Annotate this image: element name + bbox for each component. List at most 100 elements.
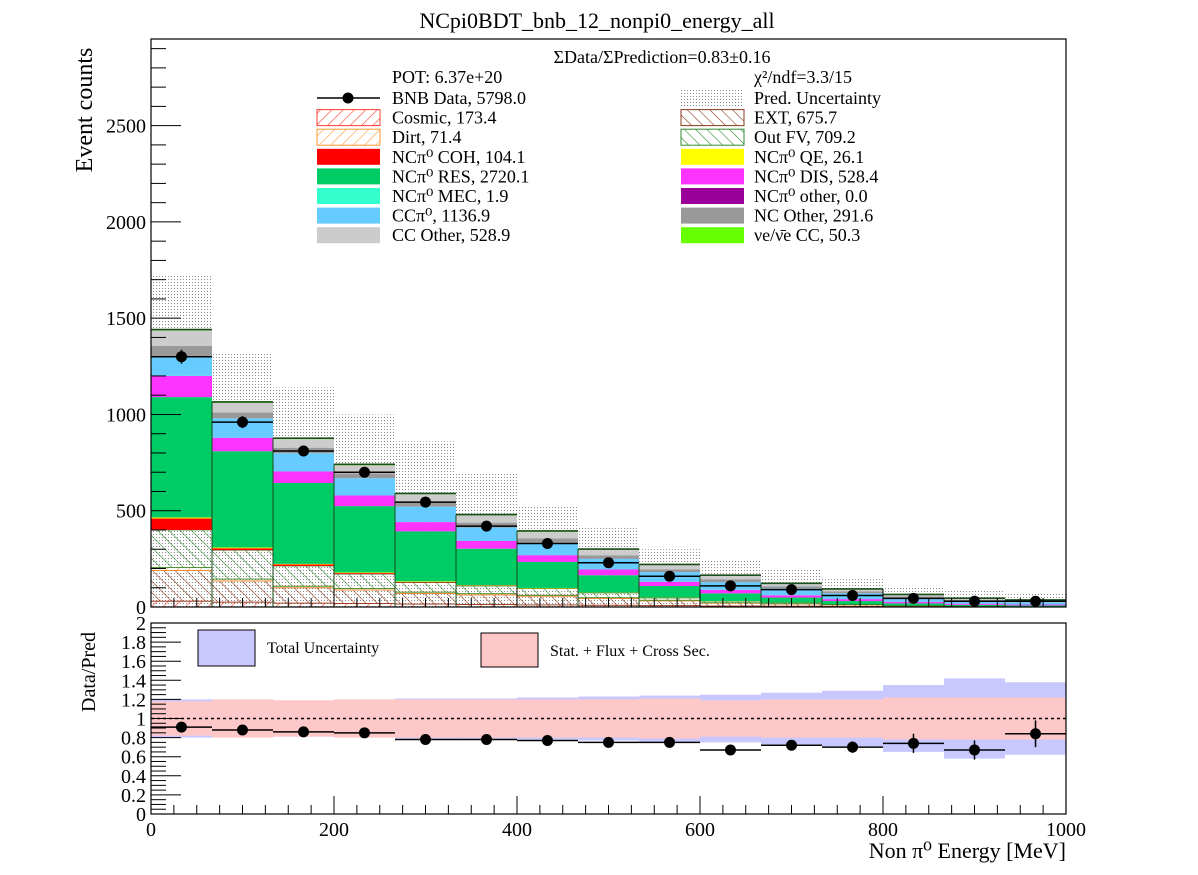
legend-label: NCπ⁰ other, 0.0	[754, 186, 868, 206]
stack-bar	[638, 597, 701, 601]
stack-bar	[821, 601, 883, 604]
stack-bar	[272, 563, 334, 565]
ratio-y-tick-label: 0.6	[121, 747, 146, 769]
data-prediction-ratio: ΣData/ΣPrediction=0.83±0.16	[554, 47, 771, 67]
ratio-y-tick-label: 1.4	[121, 670, 146, 692]
stack-bar	[455, 527, 517, 541]
legend-swatch	[680, 109, 745, 127]
legend-swatch	[681, 227, 744, 244]
stack-bar	[578, 569, 639, 576]
ratio-y-tick-label: 2	[136, 613, 146, 635]
data-point	[664, 570, 676, 582]
y-tick-label: 1000	[106, 404, 146, 426]
stack-bar	[638, 565, 700, 570]
legend-swatch	[317, 188, 380, 204]
y-axis-label: Event counts	[72, 48, 98, 173]
y-tick-label: 1500	[106, 308, 146, 330]
stack-bar	[272, 483, 334, 564]
stack-bar	[151, 375, 213, 398]
stack-bar	[334, 506, 396, 573]
legend-label: EXT, 675.7	[754, 108, 837, 128]
stack-bar	[700, 589, 762, 594]
stack-bar	[455, 594, 518, 605]
data-point	[358, 466, 370, 478]
y-tick-label: 0	[136, 597, 146, 619]
ratio-point	[420, 734, 431, 746]
stack-bar	[700, 593, 762, 602]
legend-label: Pred. Uncertainty	[754, 88, 881, 108]
stack-bar	[212, 402, 273, 413]
stack-bar	[517, 531, 579, 539]
stack-bar	[272, 453, 334, 472]
stack-bar	[761, 595, 822, 598]
stack-bar	[212, 451, 273, 548]
y-tick-label: 2000	[106, 212, 146, 234]
stack-bar	[638, 586, 700, 598]
y-tick-label: 2500	[106, 116, 146, 138]
ratio-y-tick-label: 0	[136, 804, 146, 826]
legend-label: Dirt, 71.4	[392, 127, 462, 147]
ratio-point	[298, 726, 310, 738]
legend-label: NCπ⁰ RES, 2720.1	[392, 166, 529, 186]
stack-bar	[455, 515, 517, 523]
x-tick-label: 400	[502, 819, 532, 841]
stack-bar	[151, 356, 213, 376]
legend-total-uncertainty-label: Total Uncertainty	[267, 640, 379, 657]
data-point	[298, 445, 310, 457]
stack-bar	[212, 412, 273, 419]
ratio-point	[358, 727, 370, 739]
ratio-y-axis-label: Data/Pred	[78, 632, 100, 712]
legend-swatch	[681, 207, 744, 224]
stack-bar	[272, 565, 335, 587]
data-point	[1030, 595, 1042, 607]
stack-bar	[272, 439, 334, 448]
stack-bar	[212, 548, 273, 551]
stack-bar	[334, 478, 396, 496]
stack-bar	[578, 549, 639, 556]
legend-swatch	[317, 168, 380, 185]
chi2-text: χ²/ndf=3.3/15	[753, 67, 852, 87]
legend-stat-band-label: Stat. + Flux + Cross Sec.	[550, 643, 710, 660]
ratio-point	[969, 744, 980, 756]
legend-swatch	[316, 109, 381, 127]
legend-label: NCπ⁰ QE, 26.1	[754, 147, 864, 167]
stack-bar	[578, 555, 639, 559]
ratio-y-tick-label: 1.8	[121, 632, 146, 654]
legend-swatch	[681, 148, 744, 165]
stack-bar	[151, 517, 213, 519]
stack-bar	[883, 603, 945, 606]
ratio-y-tick-label: 0.8	[121, 728, 146, 750]
data-point	[847, 589, 859, 601]
ratio-legend: Total Uncertainty Stat. + Flux + Cross Se…	[197, 629, 710, 668]
data-point	[481, 520, 493, 532]
data-point	[603, 557, 614, 569]
stack-bar	[212, 437, 273, 452]
stack-bar	[516, 588, 579, 596]
legend-total-uncertainty-swatch	[197, 629, 256, 667]
ratio-point	[481, 734, 493, 746]
stack-bar	[578, 575, 639, 593]
stack-bar	[395, 522, 456, 532]
x-axis-label: Non π⁰ Energy [MeV]	[869, 838, 1066, 863]
stack-bar	[699, 602, 762, 607]
legend-label: NC Other, 291.6	[754, 206, 873, 226]
legend-label: CC Other, 528.9	[392, 225, 510, 245]
stack-bar	[272, 564, 334, 566]
stack-bar	[700, 575, 762, 580]
ratio-point	[237, 724, 248, 736]
data-point	[907, 592, 919, 604]
stack-bar	[577, 592, 640, 599]
stack-bar	[395, 506, 456, 523]
stack-bar	[333, 573, 396, 589]
stack-bar	[334, 573, 396, 575]
stack-bar	[151, 330, 213, 346]
ratio-point	[1030, 728, 1042, 740]
stack-bar	[517, 561, 579, 588]
legend-stat-band-swatch	[480, 632, 539, 668]
ratio-plot: 00.20.40.60.811.21.41.61.82 0 200 400 600 800…	[121, 613, 1086, 841]
legend-swatch	[681, 90, 744, 106]
x-tick-label: 800	[868, 819, 898, 841]
stack-bar	[638, 600, 701, 607]
